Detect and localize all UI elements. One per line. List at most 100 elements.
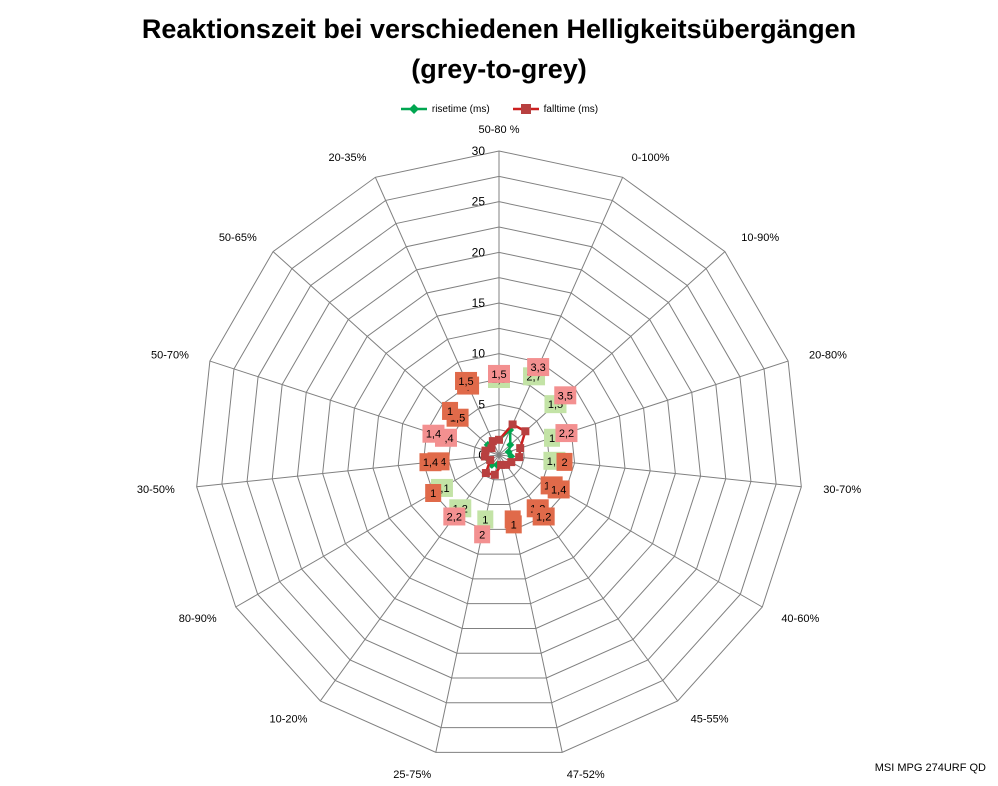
category-label: 80-90% (179, 613, 217, 625)
grid-spoke (498, 454, 763, 608)
chart-legend: risetime (ms) falltime (ms) (0, 100, 998, 118)
category-label: 50-65% (219, 232, 257, 244)
data-label-box (505, 515, 522, 534)
grid-spoke (235, 454, 500, 608)
data-label-box (419, 453, 442, 472)
data-label-box (442, 401, 459, 420)
data-point (488, 437, 497, 446)
legend-label-falltime: falltime (ms) (543, 103, 599, 115)
data-label: 1 (482, 514, 488, 526)
grid-ring (196, 150, 802, 753)
category-label: 50-80 % (479, 124, 520, 136)
grid-ring (246, 201, 752, 704)
radar-grid (196, 150, 802, 753)
data-point (502, 460, 511, 469)
grid-spoke (196, 454, 500, 488)
grid-ring (372, 327, 626, 580)
category-label: 50-70% (151, 349, 189, 361)
data-label: 1,4 (426, 429, 441, 441)
data-label-box (488, 364, 510, 383)
grid-ring (296, 251, 702, 654)
grid-spoke (498, 177, 624, 456)
data-label: 1,4 (551, 484, 566, 496)
data-label-box (556, 452, 573, 471)
footnote: MSI MPG 274URF QD (874, 762, 986, 774)
data-point (497, 460, 506, 469)
data-label: 1 (430, 488, 436, 500)
data-point (495, 435, 503, 444)
data-label-box (547, 480, 570, 499)
grid-spoke (498, 454, 563, 753)
data-label: 1,4 (423, 457, 438, 469)
data-label-box (443, 507, 466, 526)
data-point (487, 444, 496, 453)
legend-label-risetime: risetime (ms) (431, 103, 490, 115)
grid-ring (322, 277, 676, 629)
data-point (508, 420, 517, 429)
data-point (481, 469, 490, 478)
data-label: 1 (511, 519, 517, 531)
data-point (504, 447, 513, 456)
radial-ticks: 051015202530 (472, 144, 486, 462)
radial-tick-label: 30 (472, 144, 486, 158)
data-label: 2,2 (447, 511, 462, 523)
data-label: 3,5 (558, 390, 573, 402)
data-label: 3,3 (531, 362, 546, 374)
data-point (490, 470, 499, 479)
grid-ring (221, 175, 777, 729)
category-label: 20-80% (809, 349, 847, 361)
grid-ring (271, 226, 727, 679)
grid-spoke (498, 251, 726, 456)
data-point (486, 456, 495, 465)
series-falltime (480, 420, 530, 479)
grid-spoke (374, 177, 500, 456)
data-label: 1,2 (536, 511, 551, 523)
grid-ring (397, 353, 601, 555)
data-label: 2 (561, 457, 567, 469)
data-label-box (477, 510, 494, 529)
category-label: 10-20% (269, 714, 307, 726)
data-label-box (455, 371, 478, 390)
radial-tick-label: 25 (472, 195, 486, 209)
grid-spoke (435, 454, 500, 753)
radial-tick-label: 20 (472, 245, 486, 259)
category-label: 10-90% (741, 232, 779, 244)
data-point (521, 427, 530, 436)
data-label: 2 (479, 529, 485, 541)
data-label: 1 (447, 406, 453, 418)
grid-ring (347, 302, 651, 605)
data-point (507, 458, 516, 467)
radial-tick-label: 5 (478, 397, 485, 411)
legend-item-risetime: risetime (ms) (400, 100, 490, 118)
grid-ring (473, 429, 525, 481)
category-label: 20-35% (328, 152, 366, 164)
grid-spoke (498, 454, 679, 702)
legend-swatch-falltime (512, 104, 539, 114)
radial-tick-label: 10 (472, 347, 486, 361)
radial-tick-label: 15 (472, 296, 486, 310)
data-label: 2,2 (559, 428, 574, 440)
data-label-box (422, 424, 445, 443)
data-label: 1 (549, 433, 555, 445)
data-point (516, 444, 525, 453)
legend-item-falltime: falltime (ms) (512, 100, 598, 118)
data-label-box (527, 358, 550, 377)
data-point (481, 446, 490, 455)
legend-swatch-risetime (400, 104, 427, 114)
data-point (480, 452, 489, 461)
chart-title: Reaktionszeit bei verschiedenen Helligke… (141, 14, 857, 44)
category-label: 0-100% (632, 152, 670, 164)
data-label-box (554, 386, 577, 405)
data-label-box (425, 484, 442, 502)
data-point (515, 453, 524, 462)
category-label: 47-52% (567, 769, 605, 781)
category-label: 45-55% (691, 714, 729, 726)
data-label-box (532, 507, 555, 526)
category-label: 30-70% (823, 484, 861, 496)
data-label-box (555, 424, 578, 443)
data-label: 1,5 (491, 369, 506, 381)
category-labels: 50-80 % 0-100% 10-90% 20-80% 30-70% 40-60% 45-… (137, 124, 861, 781)
category-label: 30-50% (137, 484, 175, 496)
